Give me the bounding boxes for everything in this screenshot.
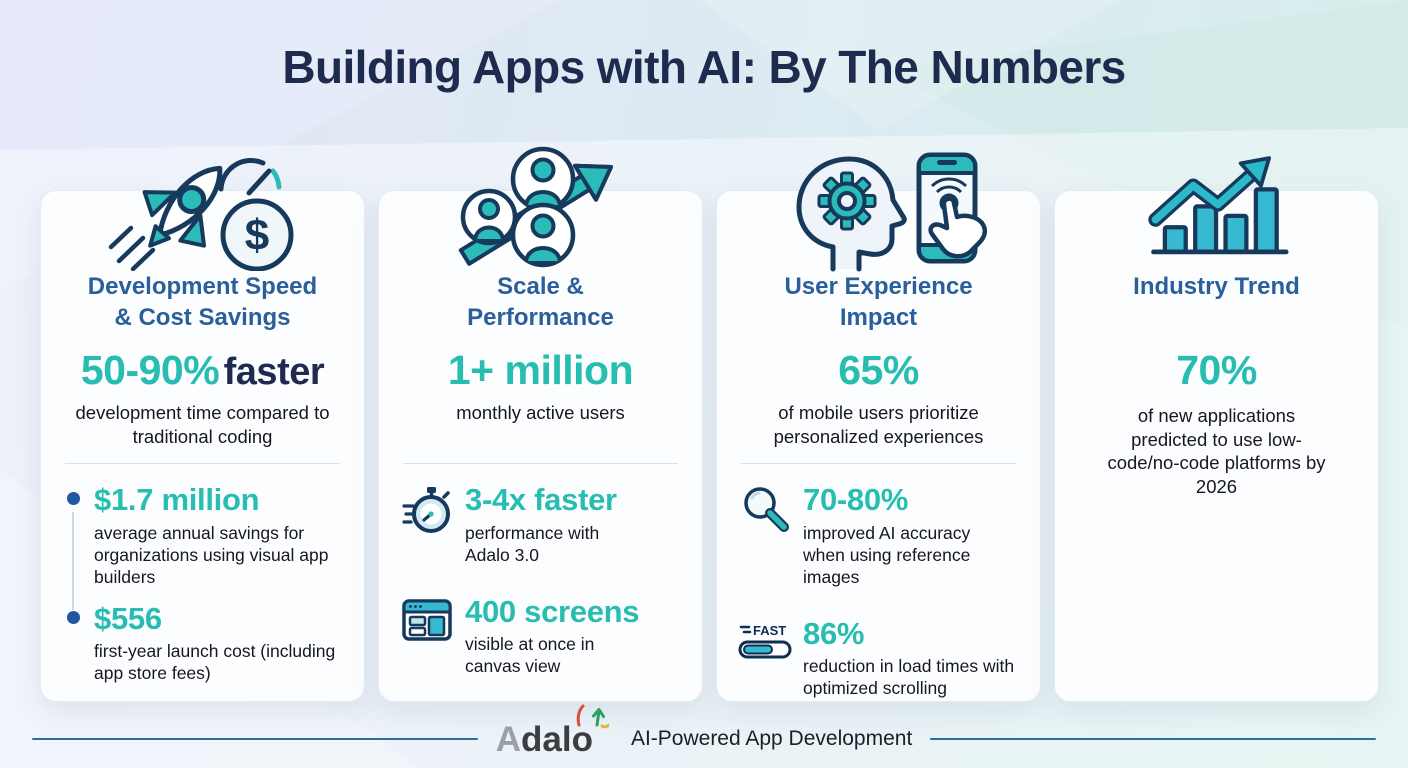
main-stat-desc: of new applications predicted to use low…: [1107, 405, 1326, 498]
bullet-desc: average annual savings for organizations…: [94, 522, 329, 587]
bullet-desc: visible at once in canvas view: [465, 634, 595, 677]
stat-cards-row: $ Development Speed & Cost Savings 50-90%…: [40, 146, 1379, 702]
magnifier-icon: [737, 482, 793, 588]
card-divider: [403, 463, 678, 464]
footer-tagline: AI-Powered App Development: [630, 727, 913, 750]
footer-divider-left: [32, 737, 478, 741]
bullet-desc: performance with Adalo 3.0: [465, 522, 600, 565]
bullet-item: 400 screens visible at once in canvas vi…: [399, 594, 682, 678]
card-heading: Scale & Performance: [467, 273, 614, 332]
main-stat: 50-90% faster: [80, 347, 325, 393]
bullet-stat: $556: [94, 600, 162, 636]
browser-screens-icon: [399, 594, 455, 678]
bullet-item: 70-80% improved AI accuracy when using r…: [737, 482, 1020, 588]
card-heading: User Experience Impact: [784, 273, 973, 332]
bullet-stat: 86%: [803, 615, 865, 651]
main-stat-desc: of mobile users prioritize personalized …: [773, 402, 984, 447]
stopwatch-icon: [399, 482, 455, 566]
card-divider: [65, 463, 340, 464]
fast-label: FAST: [753, 623, 786, 638]
fast-loading-bar-icon: FAST: [737, 616, 793, 700]
bullet-item: FAST 86% reduction in load times with op…: [737, 616, 1020, 700]
bullet-desc: first-year launch cost (including app st…: [94, 641, 336, 684]
page-title: Building Apps with AI: By The Numbers: [282, 41, 1126, 93]
card-divider: [741, 463, 1016, 464]
footer-divider-right: [930, 737, 1376, 741]
footer: Adalo AI-Powered App Development: [0, 704, 1408, 762]
adalo-logo: Adalo: [496, 704, 609, 757]
card-heading: Development Speed & Cost Savings: [87, 273, 318, 332]
main-stat: 65%: [838, 347, 919, 393]
bullet-stat: $1.7 million: [94, 482, 260, 517]
card-development-speed: $ Development Speed & Cost Savings 50-90%…: [40, 157, 365, 702]
card-heading: Industry Trend: [1133, 273, 1300, 300]
card-industry-trend: Industry Trend 70% of new applications p…: [1054, 156, 1379, 702]
bullet-item: $556 first-year launch cost (including a…: [61, 601, 344, 685]
card-user-experience: User Experience Impact 65% of mobile user…: [716, 152, 1041, 702]
bullet-list: 3-4x faster performance with Adalo 3.0: [399, 482, 682, 677]
bullet-item: 3-4x faster performance with Adalo 3.0: [399, 482, 682, 566]
bullet-item: $1.7 million average annual savings for …: [61, 482, 344, 610]
bullet-dot-icon: [67, 492, 80, 505]
bullet-desc: improved AI accuracy when using referenc…: [803, 522, 971, 587]
bullet-stat: 3-4x faster: [465, 482, 617, 517]
card-scale-performance: Scale & Performance 1+ million monthly ac…: [378, 146, 703, 702]
bullet-stat: 400 screens: [465, 593, 640, 629]
bullet-stat: 70-80%: [803, 482, 909, 517]
bullet-desc: reduction in load times with optimized s…: [803, 656, 1015, 699]
main-stat-desc: monthly active users: [456, 402, 625, 423]
main-stat: 1+ million: [447, 347, 634, 393]
bullet-list: 70-80% improved AI accuracy when using r…: [737, 482, 1020, 700]
main-stat: 70%: [1176, 347, 1257, 393]
confetti-icon: [576, 704, 609, 728]
bullet-list: $1.7 million average annual savings for …: [61, 482, 344, 685]
bullet-dot-icon: [67, 610, 80, 624]
main-stat-desc: development time compared to traditional…: [75, 402, 330, 447]
